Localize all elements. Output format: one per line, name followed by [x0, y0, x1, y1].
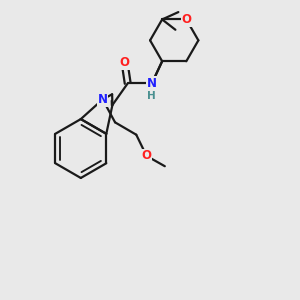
Text: N: N: [147, 77, 157, 90]
Text: O: O: [120, 56, 130, 69]
Text: N: N: [98, 93, 108, 106]
Text: H: H: [148, 91, 156, 101]
Text: O: O: [142, 149, 152, 162]
Text: O: O: [181, 13, 191, 26]
